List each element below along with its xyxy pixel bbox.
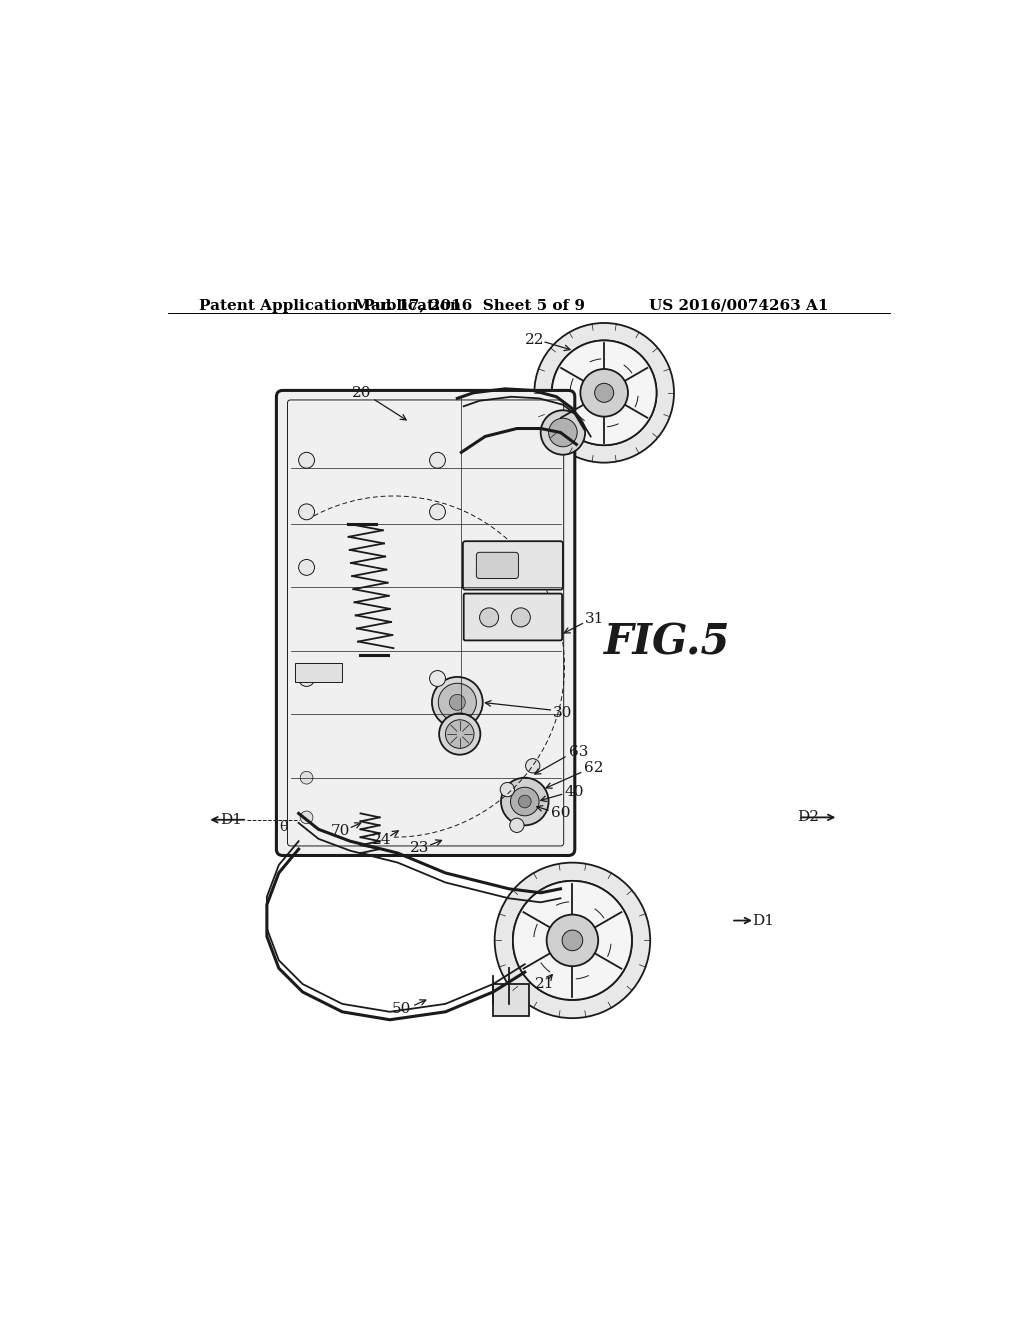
Circle shape [513, 880, 632, 1001]
Circle shape [510, 818, 524, 833]
Circle shape [299, 453, 314, 469]
Circle shape [299, 671, 314, 686]
Circle shape [518, 795, 531, 808]
Circle shape [552, 341, 656, 445]
Text: 31: 31 [585, 612, 604, 626]
Circle shape [511, 609, 530, 627]
Circle shape [430, 453, 445, 469]
Text: 23: 23 [411, 841, 430, 855]
Text: 22: 22 [524, 333, 544, 347]
Circle shape [430, 671, 445, 686]
Text: D1: D1 [752, 913, 774, 928]
Text: 21: 21 [535, 977, 554, 991]
FancyBboxPatch shape [463, 541, 563, 590]
Circle shape [525, 759, 540, 774]
Circle shape [432, 677, 482, 727]
Circle shape [438, 684, 476, 721]
Circle shape [299, 504, 314, 520]
Circle shape [547, 915, 598, 966]
Circle shape [549, 418, 578, 446]
Text: 24: 24 [372, 833, 392, 846]
Circle shape [500, 783, 514, 797]
FancyBboxPatch shape [494, 983, 528, 1016]
Text: 60: 60 [551, 807, 570, 821]
Circle shape [479, 609, 499, 627]
Text: 30: 30 [553, 706, 572, 719]
Circle shape [430, 504, 445, 520]
Circle shape [562, 931, 583, 950]
Circle shape [511, 787, 539, 816]
Text: 63: 63 [569, 746, 589, 759]
Circle shape [300, 771, 313, 784]
Circle shape [300, 810, 313, 824]
Text: 70: 70 [331, 824, 350, 838]
Text: θ: θ [280, 820, 288, 834]
Text: US 2016/0074263 A1: US 2016/0074263 A1 [649, 298, 828, 313]
FancyBboxPatch shape [276, 391, 574, 855]
Text: 62: 62 [584, 762, 603, 775]
Text: 20: 20 [352, 385, 372, 400]
Text: 40: 40 [564, 785, 584, 799]
Circle shape [581, 370, 628, 417]
Text: D1: D1 [220, 813, 242, 826]
Circle shape [501, 777, 549, 825]
Text: Mar. 17, 2016  Sheet 5 of 9: Mar. 17, 2016 Sheet 5 of 9 [353, 298, 585, 313]
Text: 50: 50 [392, 1002, 412, 1016]
Circle shape [595, 383, 613, 403]
Circle shape [541, 411, 585, 454]
Circle shape [450, 694, 465, 710]
Circle shape [445, 719, 474, 748]
Circle shape [439, 713, 480, 755]
Text: FIG.5: FIG.5 [604, 622, 731, 664]
FancyBboxPatch shape [295, 663, 342, 682]
FancyBboxPatch shape [476, 552, 518, 578]
Text: Patent Application Publication: Patent Application Publication [200, 298, 462, 313]
Circle shape [299, 560, 314, 576]
FancyBboxPatch shape [464, 594, 562, 640]
Text: D2: D2 [797, 810, 819, 825]
